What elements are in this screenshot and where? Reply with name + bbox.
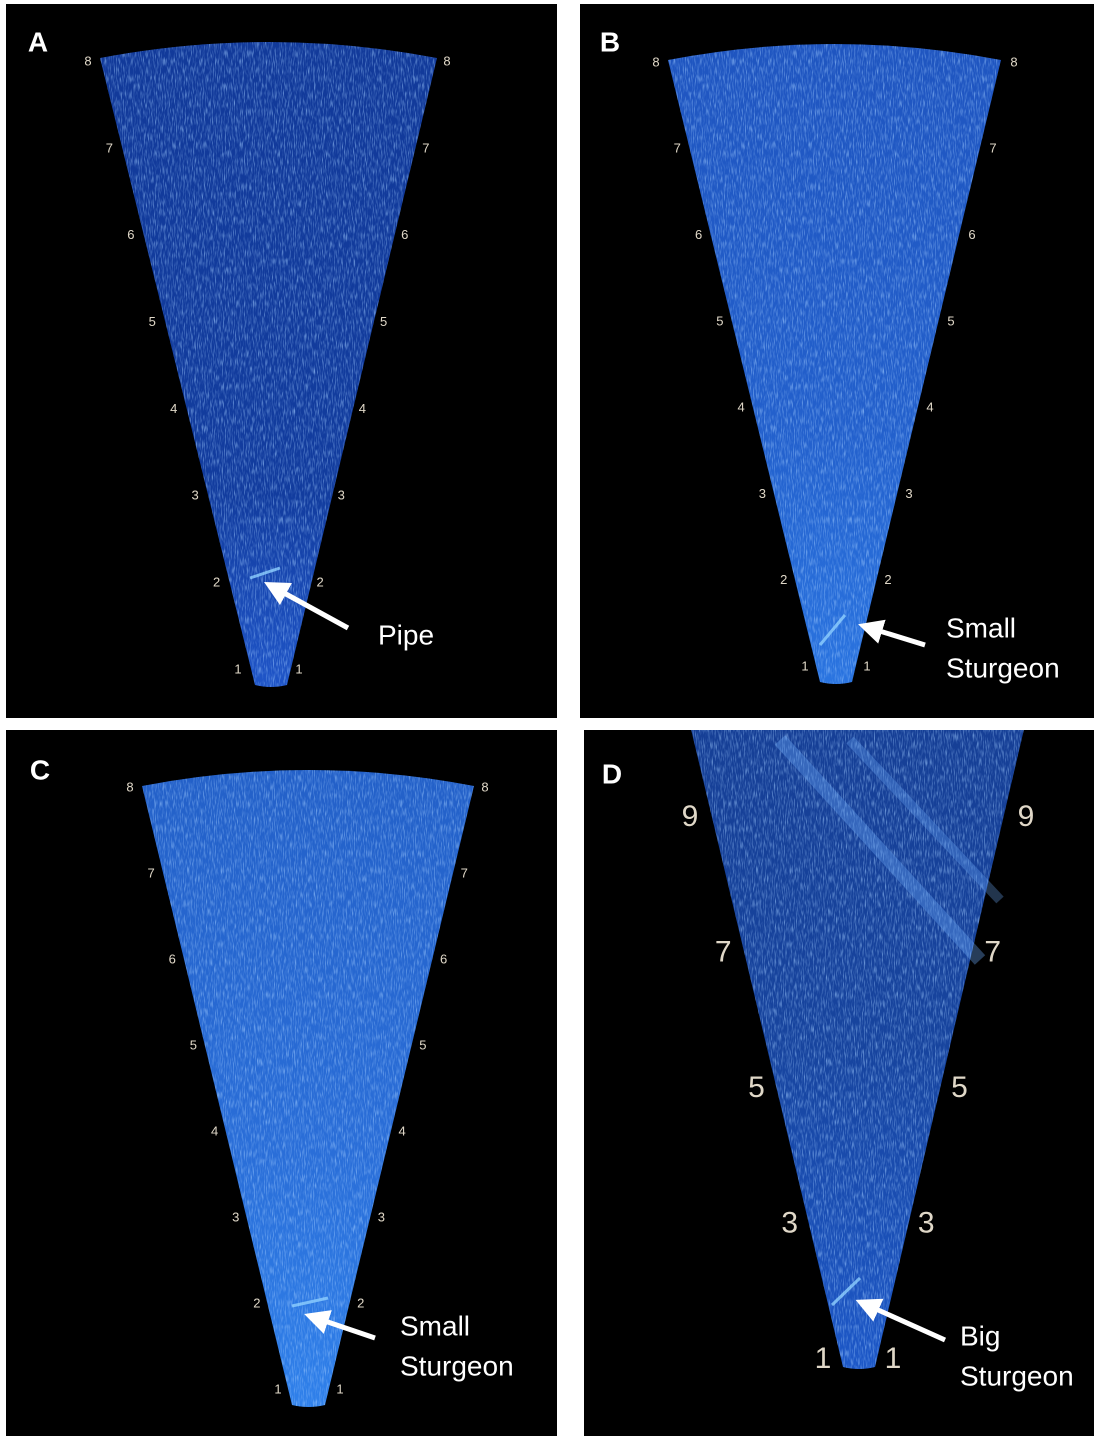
range-label: 3 xyxy=(378,1209,385,1224)
range-label: 4 xyxy=(359,401,366,416)
range-label: 7 xyxy=(715,935,732,968)
range-label: 7 xyxy=(461,865,468,880)
range-label: 8 xyxy=(652,54,659,69)
range-label: 7 xyxy=(422,140,429,155)
annotation-text: Small xyxy=(946,612,1016,643)
annotation-text: Small xyxy=(400,1310,470,1341)
panel-label: B xyxy=(600,26,620,57)
range-label: 1 xyxy=(274,1381,281,1396)
range-label: 4 xyxy=(926,400,933,415)
range-label: 8 xyxy=(84,53,91,68)
annotation-text: Big xyxy=(960,1320,1000,1351)
range-label: 8 xyxy=(1010,54,1017,69)
range-label: 1 xyxy=(815,1342,832,1375)
range-label: 9 xyxy=(1018,800,1035,833)
range-label: 6 xyxy=(169,951,176,966)
range-label: 3 xyxy=(781,1206,798,1239)
range-label: 6 xyxy=(695,227,702,242)
range-label: 1 xyxy=(336,1381,343,1396)
range-label: 1 xyxy=(863,658,870,673)
range-label: 5 xyxy=(748,1071,765,1104)
range-label: 8 xyxy=(126,779,133,794)
annotation-text: Pipe xyxy=(378,619,434,650)
range-label: 9 xyxy=(682,800,699,833)
range-label: 7 xyxy=(989,141,996,156)
range-label: 2 xyxy=(884,572,891,587)
range-label: 8 xyxy=(443,53,450,68)
range-label: 1 xyxy=(801,658,808,673)
range-label: 2 xyxy=(317,575,324,590)
annotation-text: Sturgeon xyxy=(946,652,1060,683)
range-label: 5 xyxy=(149,314,156,329)
panel-label: C xyxy=(30,754,50,785)
range-label: 1 xyxy=(885,1342,902,1375)
panel-label: A xyxy=(28,26,48,57)
range-label: 6 xyxy=(440,951,447,966)
range-label: 3 xyxy=(918,1206,935,1239)
range-label: 5 xyxy=(419,1037,426,1052)
range-label: 1 xyxy=(234,661,241,676)
range-label: 7 xyxy=(674,141,681,156)
range-label: 4 xyxy=(211,1123,218,1138)
sonar-panel: B 1 2 3 4 5 6 7 8 1 2 3 4 5 6 7 8 Small Sturgeon xyxy=(580,4,1094,718)
range-label: 5 xyxy=(380,314,387,329)
sonar-panel: D 1 3 5 7 9 1 3 5 7 9 Big Sturgeon xyxy=(584,725,1094,1436)
range-label: 2 xyxy=(357,1295,364,1310)
range-label: 6 xyxy=(968,227,975,242)
panel-label: D xyxy=(602,758,622,789)
range-label: 5 xyxy=(951,1071,968,1104)
range-label: 5 xyxy=(716,313,723,328)
annotation-text: Sturgeon xyxy=(960,1360,1074,1391)
range-label: 6 xyxy=(401,227,408,242)
range-label: 2 xyxy=(213,575,220,590)
range-label: 5 xyxy=(190,1037,197,1052)
range-label: 1 xyxy=(295,661,302,676)
range-label: 7 xyxy=(106,140,113,155)
range-label: 3 xyxy=(759,486,766,501)
range-label: 5 xyxy=(947,313,954,328)
sonar-panel: A 1 2 3 4 5 6 7 8 1 2 3 4 5 6 7 8 Pipe xyxy=(6,4,557,718)
range-label: 3 xyxy=(338,488,345,503)
figure: A 1 2 3 4 5 6 7 8 1 2 3 4 5 6 7 8 Pipe B 1 2 3 4 5 6 7 8 1 2 3 4 5 6 7 8 Sm… xyxy=(0,0,1096,1440)
range-label: 3 xyxy=(192,488,199,503)
range-label: 2 xyxy=(253,1295,260,1310)
range-label: 7 xyxy=(148,865,155,880)
annotation-text: Sturgeon xyxy=(400,1350,514,1381)
range-label: 8 xyxy=(481,779,488,794)
range-label: 3 xyxy=(905,486,912,501)
sonar-panel: C 1 2 3 4 5 6 7 8 1 2 3 4 5 6 7 8 Small Sturgeon xyxy=(6,730,557,1436)
range-label: 3 xyxy=(232,1209,239,1224)
range-label: 4 xyxy=(170,401,177,416)
range-label: 4 xyxy=(399,1123,406,1138)
range-label: 6 xyxy=(127,227,134,242)
range-label: 4 xyxy=(738,400,745,415)
range-label: 2 xyxy=(780,572,787,587)
range-label: 7 xyxy=(984,935,1001,968)
